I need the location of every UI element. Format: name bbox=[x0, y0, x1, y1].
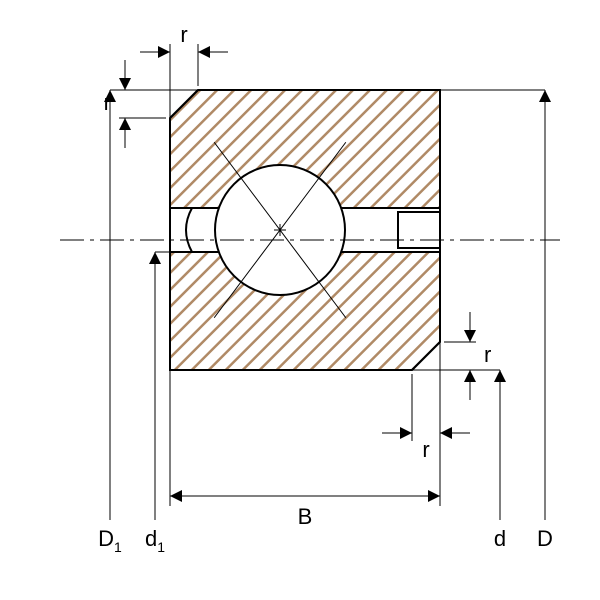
dim-D: D bbox=[537, 526, 553, 551]
dim-d1: d1 bbox=[145, 526, 165, 555]
dim-r-right-h: r bbox=[422, 437, 429, 462]
dim-B: B bbox=[298, 504, 313, 529]
dim-r-right-v: r bbox=[484, 342, 491, 367]
dim-d: d bbox=[494, 526, 506, 551]
cage-section bbox=[398, 212, 440, 248]
dim-r-top-h: r bbox=[180, 22, 187, 47]
dim-D1: D1 bbox=[98, 526, 122, 555]
